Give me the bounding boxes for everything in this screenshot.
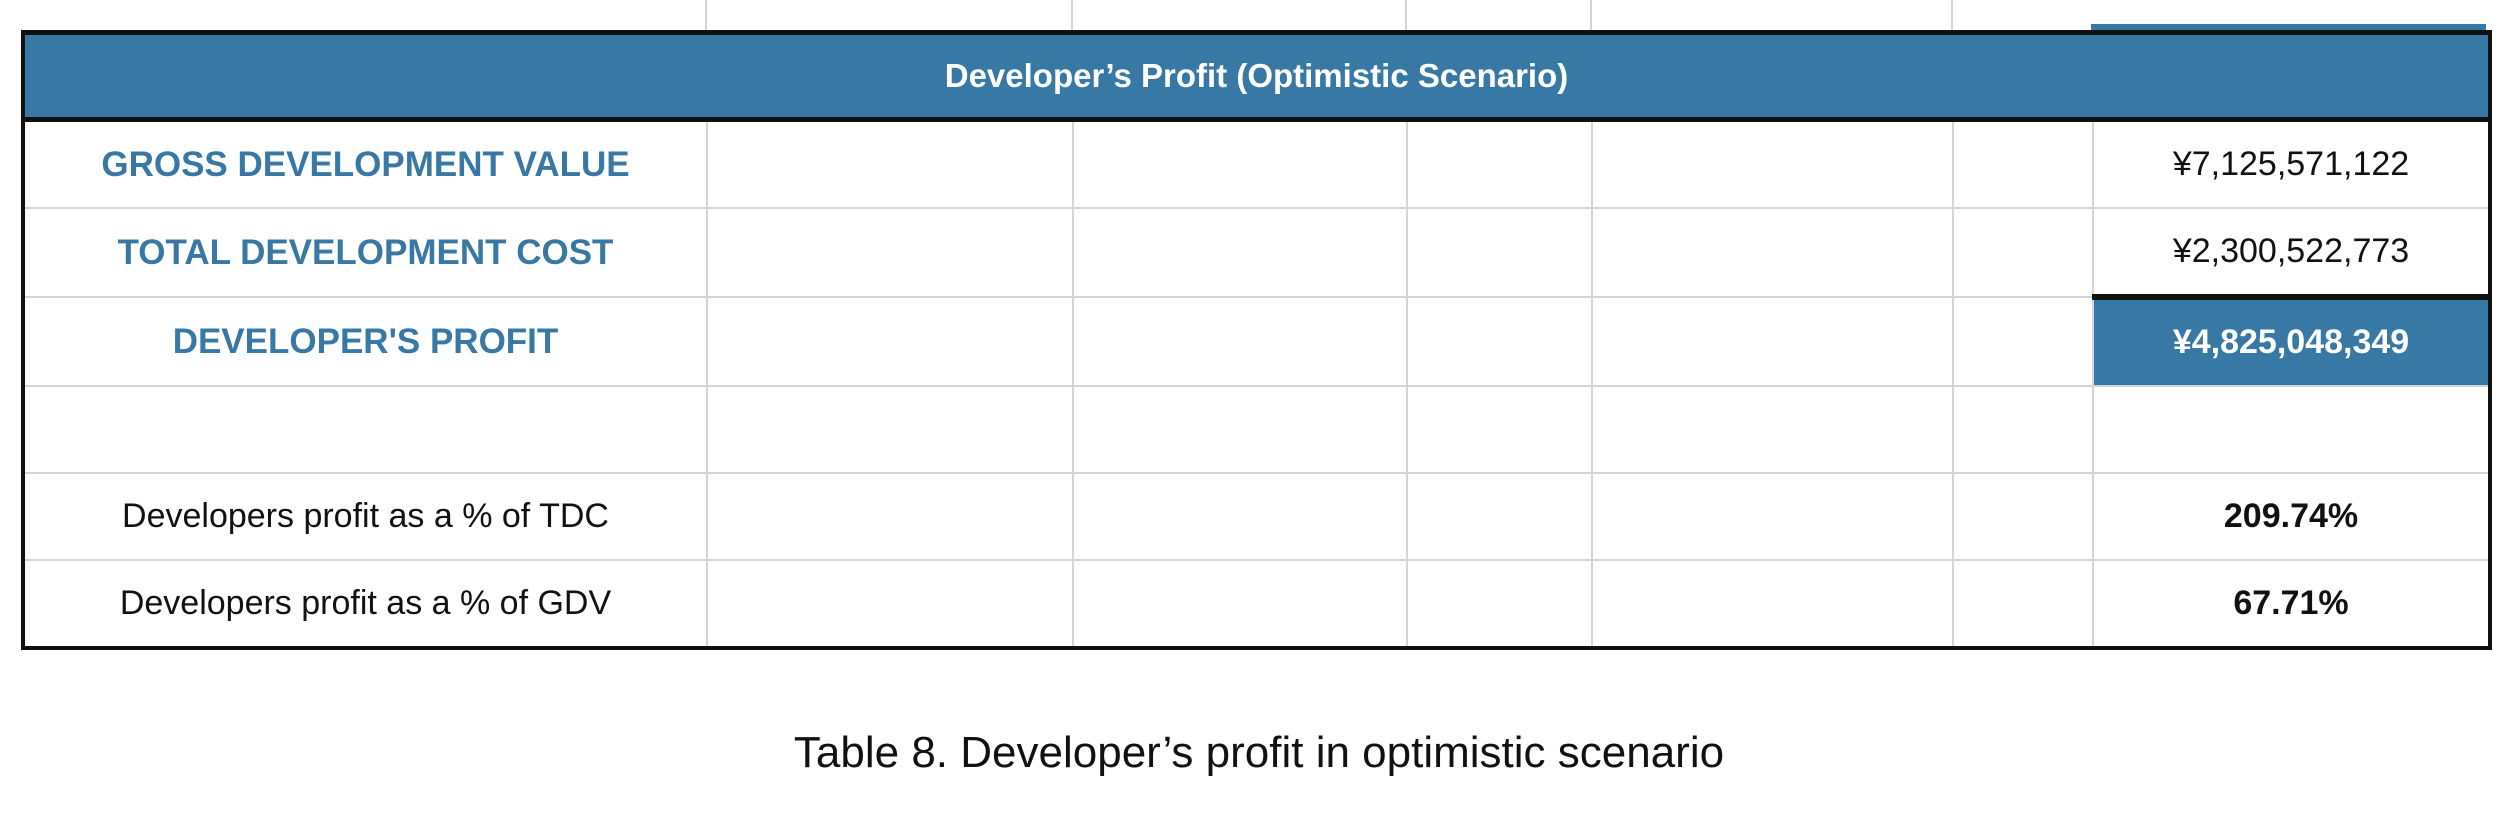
developer-profit-value: ¥4,825,048,349: [2091, 294, 2492, 387]
row-label: TOTAL DEVELOPMENT COST: [22, 207, 708, 298]
grid-line: [1951, 0, 1953, 32]
table-caption: Table 8. Developer’s profit in optimisti…: [793, 728, 1725, 777]
table-row: GROSS DEVELOPMENT VALUE ¥7,125,571,122: [22, 118, 2492, 209]
row-label: Developers profit as a % of TDC: [22, 472, 708, 561]
row-value: ¥7,125,571,122: [2091, 118, 2492, 209]
table-row: [22, 385, 2492, 474]
table-row: TOTAL DEVELOPMENT COST ¥2,300,522,773: [22, 207, 2492, 298]
row-label: GROSS DEVELOPMENT VALUE: [22, 118, 708, 209]
table-row: Developers profit as a % of TDC 209.74%: [22, 472, 2492, 561]
row-label: [22, 385, 708, 474]
row-value: 209.74%: [2091, 472, 2492, 561]
grid-line: [1590, 0, 1592, 32]
grid-line: [1071, 0, 1073, 32]
table-row: Developers profit as a % of GDV 67.71%: [22, 559, 2492, 649]
grid-line: [1405, 0, 1407, 32]
row-value: ¥2,300,522,773: [2091, 207, 2492, 298]
grid-line: [705, 0, 707, 32]
row-label: Developers profit as a % of GDV: [22, 559, 708, 649]
profit-table: Developer’s Profit (Optimistic Scenario)…: [21, 30, 2493, 650]
row-value: [2091, 385, 2492, 474]
row-value: 67.71%: [2091, 559, 2492, 649]
table-title: Developer’s Profit (Optimistic Scenario): [21, 30, 2492, 122]
row-label: DEVELOPER'S PROFIT: [22, 296, 708, 387]
selected-cell-edge: [2091, 24, 2486, 34]
table-header-row: Developer’s Profit (Optimistic Scenario): [21, 30, 2492, 122]
table-row: DEVELOPER'S PROFIT ¥4,825,048,349: [22, 294, 2492, 387]
